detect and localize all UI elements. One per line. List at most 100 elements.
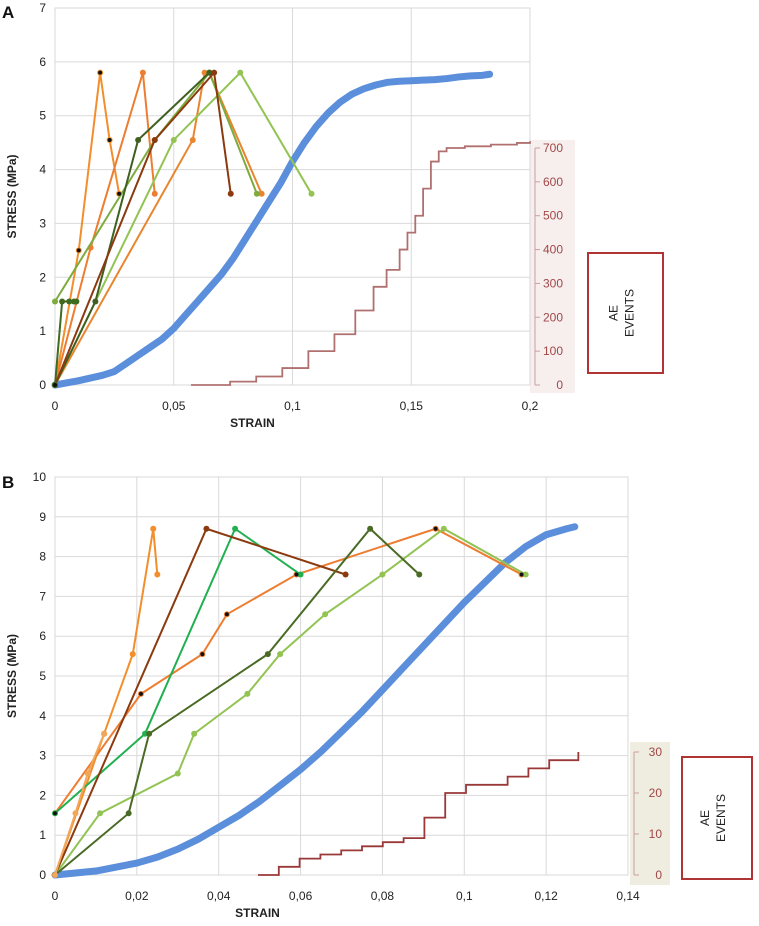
y-axis-title: STRESS (MPa) — [5, 634, 19, 718]
y-tick-label: 6 — [39, 629, 46, 643]
y-tick-label: 3 — [39, 216, 46, 230]
ae-events-line — [258, 752, 580, 876]
data-point — [125, 810, 132, 817]
x-tick-label: 0,15 — [400, 399, 424, 413]
y-tick-label: 3 — [39, 749, 46, 763]
series-line — [54, 72, 121, 386]
ae-tick-label: 10 — [649, 827, 663, 841]
data-point — [84, 770, 91, 777]
data-point — [522, 571, 529, 578]
x-tick-label: 0,05 — [162, 399, 186, 413]
x-tick-label: 0 — [52, 399, 59, 413]
series-stress-strain — [51, 70, 494, 389]
data-point — [66, 298, 73, 305]
ae-label-line1: AE — [698, 810, 712, 826]
data-point — [227, 190, 234, 197]
y-tick-label: 8 — [39, 550, 46, 564]
series-line — [54, 70, 258, 303]
ae-tick-label: 100 — [543, 344, 563, 358]
y-tick-label: 5 — [39, 109, 46, 123]
ae-events-box — [587, 252, 664, 374]
y-tick-label: 4 — [39, 709, 46, 723]
panel-label: B — [2, 473, 14, 492]
marker-dot — [433, 526, 438, 531]
marker-dot — [107, 137, 112, 142]
y-tick-label: 1 — [39, 324, 46, 338]
y-axis-title: STRESS (MPa) — [5, 154, 19, 238]
data-point — [52, 298, 58, 305]
series-s7 — [52, 730, 108, 878]
series-s5 — [52, 525, 349, 878]
y-tick-label: 4 — [39, 163, 46, 177]
ae-label-line2: EVENTS — [714, 794, 728, 842]
marker-dot — [53, 811, 57, 816]
series-line — [54, 527, 420, 876]
data-point — [191, 730, 198, 737]
y-tick-label: 2 — [39, 788, 46, 802]
stress-strain-curve — [51, 523, 579, 879]
data-point — [211, 69, 218, 76]
marker-dot — [519, 572, 524, 577]
data-point — [308, 190, 315, 197]
data-point — [244, 690, 251, 697]
marker-dot — [53, 383, 57, 387]
series-line — [54, 528, 159, 876]
series-s1 — [52, 525, 161, 878]
data-point — [101, 730, 108, 737]
data-point — [154, 571, 161, 578]
series-AE-events — [258, 752, 580, 876]
data-point — [174, 770, 181, 777]
x-tick-label: 0,12 — [534, 889, 558, 903]
data-point — [129, 651, 136, 658]
marker-dot — [98, 70, 103, 75]
series-s6 — [52, 69, 213, 388]
data-point — [135, 136, 142, 143]
data-point — [170, 136, 177, 143]
data-point — [150, 525, 157, 532]
data-point — [201, 69, 208, 76]
data-point — [264, 651, 271, 658]
x-tick-label: 0,2 — [522, 399, 539, 413]
y-tick-label: 7 — [39, 589, 46, 603]
panel-b: 0 1 2 3 4 5 6 7 8 9 10 0 0,02 0,04 0,06 0,08 0,1 0,12 0,14… — [2, 470, 753, 920]
marker-dot — [138, 691, 143, 696]
data-point — [52, 872, 58, 878]
ae-tick-label: 600 — [543, 175, 563, 189]
ae-label-line2: EVENTS — [623, 289, 637, 337]
series-s1 — [52, 69, 123, 388]
data-point — [139, 69, 146, 76]
x-tick-label: 0,14 — [616, 889, 640, 903]
panel-label: A — [2, 3, 14, 22]
x-tick-label: 0,06 — [289, 889, 313, 903]
marker-dot — [76, 248, 81, 253]
data-point — [59, 298, 66, 305]
ae-tick-label: 20 — [649, 786, 663, 800]
x-tick-label: 0,08 — [371, 889, 395, 903]
series-line — [54, 527, 346, 876]
data-point — [297, 571, 304, 578]
ae-tick-label: 500 — [543, 209, 563, 223]
series-line — [54, 733, 106, 876]
ae-axis-background — [630, 742, 670, 885]
data-point — [146, 730, 153, 737]
series-stress-strain — [51, 523, 579, 879]
data-point — [342, 571, 349, 578]
marker-dot — [117, 191, 122, 196]
data-point — [416, 571, 423, 578]
y-tick-label: 2 — [39, 270, 46, 284]
data-point — [189, 136, 196, 143]
series-s6 — [52, 525, 423, 878]
ae-label-line1: AE — [607, 305, 621, 321]
ae-tick-label: 400 — [543, 243, 563, 257]
data-point — [92, 298, 99, 305]
data-point — [206, 69, 213, 76]
ae-events-line — [191, 141, 531, 386]
y-tick-label: 6 — [39, 55, 46, 69]
ae-tick-label: 0 — [655, 868, 662, 882]
y-tick-label: 5 — [39, 669, 46, 683]
x-tick-label: 0,02 — [125, 889, 149, 903]
data-point — [151, 136, 158, 143]
marker-dot — [200, 652, 205, 657]
series-line — [54, 71, 313, 386]
